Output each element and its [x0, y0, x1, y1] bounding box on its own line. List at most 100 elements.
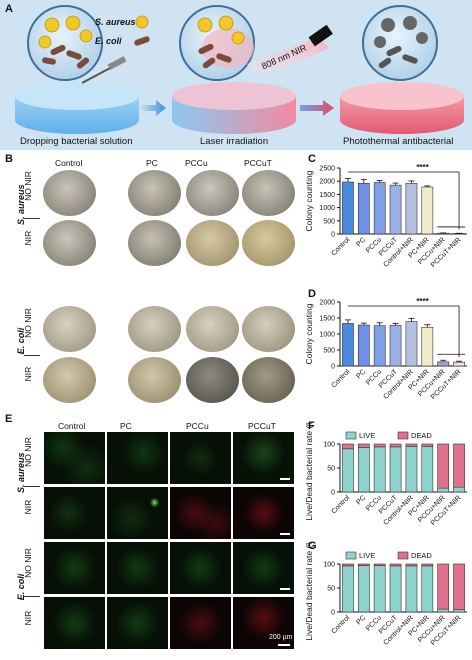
plate-ec-nir-pccu: [186, 357, 239, 403]
row-label-e2-wrap: NIR: [12, 500, 44, 515]
row-label-e4-wrap: NIR: [12, 611, 44, 626]
species-label-s-aureus-e-wrap: S. aureus: [1, 452, 41, 493]
scale-bar-line-4: [278, 644, 290, 646]
fluor-sa-nonir-pccu: [170, 432, 231, 484]
chart-d-bar-6: [437, 361, 450, 367]
plate-sa-nonir-pc: [128, 170, 181, 216]
process-arrow-2: [300, 100, 334, 116]
chart-f-bar-dead-2: [373, 443, 386, 448]
chart-g-xtick-label-1: PC: [355, 614, 367, 626]
panel-a: A: [0, 0, 472, 150]
chart-c-xtick-label-0: Control: [330, 236, 351, 257]
chart-c-bar-5: [421, 186, 434, 235]
plate-sa-nonir-control: [43, 170, 96, 216]
row-divider-e1: [24, 486, 40, 487]
fluor-ec-nir-control: [44, 597, 105, 649]
chart-g-bar-dead-6: [437, 563, 450, 610]
laser-beam: [246, 24, 333, 76]
chart-f-bar-dead-5: [421, 443, 434, 447]
chart-f-bar-live-3: [389, 446, 402, 493]
chart-d-xtick-label-1: PC: [355, 368, 367, 380]
panel-label-e: E: [5, 413, 13, 425]
chart-g-bar-dead-0: [342, 563, 354, 567]
chart-g-bar-live-7: [453, 609, 465, 613]
fluor-ec-nonir-pccut: [233, 542, 294, 594]
chart-c-bar-2: [373, 182, 386, 235]
panel-label-a: A: [5, 3, 13, 15]
chart-g-bar-dead-1: [357, 563, 370, 566]
chart-c-ytick-label-1: 500: [323, 218, 335, 225]
petri-dish-3: [362, 5, 438, 81]
chart-f-legend-dead-swatch: [397, 431, 409, 440]
panel-label-d: D: [308, 288, 316, 300]
chart-g-bar-dead-5: [421, 563, 434, 567]
chart-f-legend-dead: DEAD: [411, 431, 432, 440]
row-label-no-nir-b1: NO NIR: [23, 171, 33, 201]
plate-ec-nonir-pccut: [242, 306, 295, 352]
step-1-label: Dropping bacterial solution: [20, 136, 133, 147]
plate-ec-nonir-pc: [128, 306, 181, 352]
chart-f-xtick-label-0: Control: [330, 494, 351, 515]
chart-g-bar-live-6: [437, 608, 450, 613]
chart-f-bar-live-0: [342, 448, 354, 493]
row-label-no-nir-e3: NO NIR: [23, 548, 33, 578]
chart-g-ylabel: Live/Dead bacterial rate (%): [304, 542, 314, 641]
row-label-no-nir-b3: NO NIR: [23, 308, 33, 338]
petri-dish-2: [179, 5, 255, 81]
chart-f-bar-dead-0: [342, 443, 354, 450]
chart-d-sig-label: ****: [416, 297, 429, 306]
chart-d-xtick-label-0: Control: [330, 368, 351, 389]
row-label-nir-b4: NIR: [23, 366, 33, 382]
chart-d-bar-1: [357, 324, 370, 367]
chart-f-ytick-label-0: 0: [331, 490, 335, 497]
row-label-no-nir-e1: NO NIR: [23, 437, 33, 467]
fluor-ec-nonir-control: [44, 542, 105, 594]
pipette: [81, 56, 127, 84]
cylinder-1: [15, 82, 139, 134]
chart-g-bar-dead-2: [373, 563, 386, 566]
chart-g-bar-dead-7: [453, 563, 465, 610]
chart-g-legend-live-swatch: [345, 551, 357, 560]
chart-d-bar-3: [389, 325, 402, 367]
chart-g-legend-dead-swatch: [397, 551, 409, 560]
fluor-sa-nir-control: [44, 487, 105, 539]
fluor-ec-nonir-pccu: [170, 542, 231, 594]
chart-f-bar-dead-4: [405, 443, 418, 447]
chart-d-bar-0: [342, 323, 354, 367]
chart-g-bar-live-1: [357, 565, 370, 613]
chart-d-ytick-label-3: 1500: [319, 316, 335, 323]
col-header-pccut: PCCuT: [244, 158, 272, 168]
legend-s-aureus: S. aureus: [95, 17, 136, 27]
plate-sa-nonir-pccu: [186, 170, 239, 216]
plate-sa-nonir-pccut: [242, 170, 295, 216]
chart-c-ytick-label-2: 1000: [319, 205, 335, 212]
chart-g-ytick-label-1: 50: [327, 586, 335, 593]
chart-g-ytick-label-2: 100: [323, 562, 335, 569]
plate-ec-nir-control: [43, 357, 96, 403]
row-label-b3-wrap: NO NIR: [12, 308, 44, 338]
chart-f: 0 50 100 Live/Dead bacterial rate (%) Contro…: [304, 422, 467, 527]
fluor-sa-nir-pccut: [233, 487, 294, 539]
col-header-control: Control: [55, 158, 83, 168]
chart-f-legend-live: LIVE: [359, 431, 375, 440]
chart-c-bar-1: [357, 183, 370, 235]
chart-d-bar-4: [405, 321, 418, 367]
chart-d-ytick-label-2: 1000: [319, 332, 335, 339]
chart-c-ytick-label-5: 2500: [319, 166, 335, 173]
scale-bar-line-2: [280, 533, 290, 535]
chart-c: 0 500 1000 1500 2000 2500 Colony counting Contr…: [304, 163, 467, 269]
plate-ec-nonir-control: [43, 306, 96, 352]
chart-g-bar-dead-3: [389, 563, 402, 567]
chart-c-bar-4: [405, 183, 418, 235]
col-header-pc-e: PC: [120, 421, 132, 431]
plate-sa-nir-control: [43, 220, 96, 266]
chart-c-xtick-label-1: PC: [355, 236, 367, 248]
fluor-ec-nonir-pc: [107, 542, 168, 594]
chart-g-bar-live-3: [389, 565, 402, 613]
chart-f-ylabel: Live/Dead bacterial rate (%): [304, 422, 314, 521]
panel-a-illustration: [15, 5, 464, 134]
chart-g-legend-live: LIVE: [359, 551, 375, 560]
chart-f-xtick-label-1: PC: [355, 494, 367, 506]
petri-dish-1: [27, 5, 103, 81]
chart-f-bar-live-1: [357, 447, 370, 493]
